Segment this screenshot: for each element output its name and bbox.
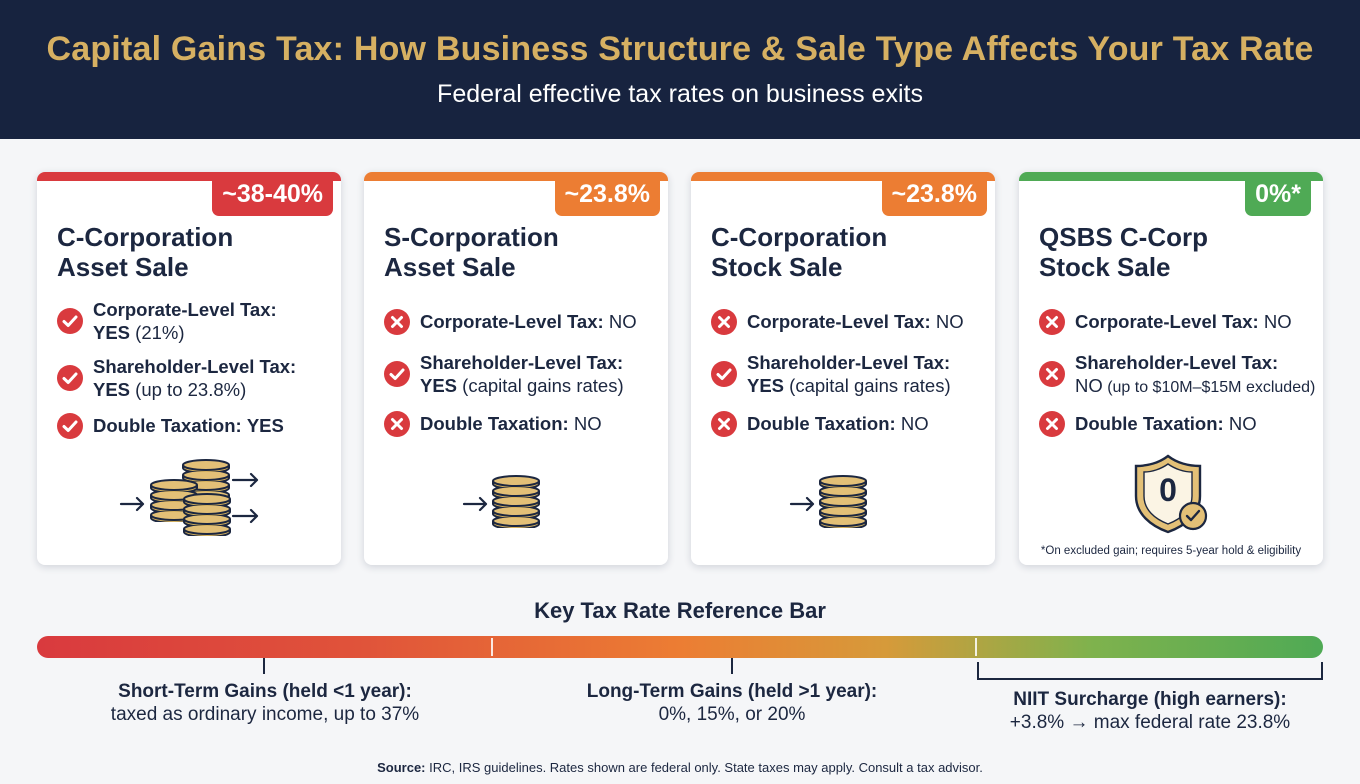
niit-desc: +3.8% → max federal rate 23.8%: [1009, 712, 1291, 733]
row-label: Double Taxation:: [93, 415, 242, 436]
row-value-bold: YES: [93, 379, 131, 400]
source-text: IRC, IRS guidelines. Rates shown are fed…: [425, 760, 983, 775]
long-term-marker: [731, 658, 733, 674]
row-label: Shareholder-Level Tax:: [747, 352, 951, 373]
card-s-corp-asset-sale: ~23.8% S-Corporation Asset Sale Corporat…: [364, 172, 668, 565]
rate-badge: 0%*: [1245, 172, 1311, 216]
check-icon: [57, 365, 83, 391]
short-term-label: Short-Term Gains (held <1 year): taxed a…: [70, 680, 460, 726]
check-icon: [57, 413, 83, 439]
shield-zero-text: 0: [1159, 472, 1177, 508]
card-title: QSBS C-Corp Stock Sale: [1039, 222, 1309, 282]
coin-stack-icon: [364, 472, 668, 539]
card-title-line1: S-Corporation: [384, 222, 559, 252]
x-icon: [711, 411, 737, 437]
card-title-line2: Asset Sale: [57, 252, 189, 282]
short-term-title: Short-Term Gains (held <1 year):: [118, 681, 412, 702]
page-title: Capital Gains Tax: How Business Structur…: [46, 30, 1314, 68]
card-top-bar: [37, 172, 341, 181]
long-term-title: Long-Term Gains (held >1 year):: [586, 681, 878, 702]
row-label: Corporate-Level Tax:: [747, 311, 931, 332]
card-top-bar: [691, 172, 995, 181]
x-icon: [384, 411, 410, 437]
card-title-line1: C-Corporation: [57, 222, 234, 252]
row-label: Shareholder-Level Tax:: [420, 352, 624, 373]
reference-bar-title: Key Tax Rate Reference Bar: [534, 598, 826, 623]
row-value: NO: [1263, 311, 1292, 332]
tax-rate-gradient-bar: [37, 636, 1323, 658]
row-label: Shareholder-Level Tax:: [1075, 352, 1279, 373]
card-qsbs-stock-sale: 0%* QSBS C-Corp Stock Sale Corporate-Lev…: [1019, 172, 1323, 565]
card-title-line2: Stock Sale: [711, 252, 843, 282]
source-note: Source: IRC, IRS guidelines. Rates shown…: [0, 760, 1360, 775]
x-icon: [1039, 361, 1065, 387]
card-top-bar: [1019, 172, 1323, 181]
row-value-bold: YES: [93, 322, 131, 343]
row-value: NO: [573, 413, 602, 434]
card-title: C-Corporation Stock Sale: [711, 222, 981, 282]
card-c-corp-asset-sale: ~38-40% C-Corporation Asset Sale Corpora…: [37, 172, 341, 565]
page-subtitle: Federal effective tax rates on business …: [437, 80, 923, 108]
row-label: Corporate-Level Tax:: [93, 299, 277, 320]
row-value: (21%): [130, 322, 185, 343]
niit-label: NIIT Surcharge (high earners): +3.8% → m…: [970, 688, 1330, 734]
source-label: Source:: [377, 760, 426, 775]
card-title-line2: Stock Sale: [1039, 252, 1171, 282]
row-value: (capital gains rates): [457, 375, 624, 396]
niit-title: NIIT Surcharge (high earners):: [1013, 689, 1287, 710]
row-label: Double Taxation:: [747, 413, 896, 434]
long-term-desc: 0%, 15%, or 20%: [658, 704, 806, 725]
row-value: (up to 23.8%): [130, 379, 247, 400]
bar-divider: [491, 638, 493, 656]
row-label: Double Taxation:: [1075, 413, 1224, 434]
card-top-bar: [364, 172, 668, 181]
long-term-label: Long-Term Gains (held >1 year): 0%, 15%,…: [552, 680, 912, 726]
row-value: NO: [1228, 413, 1257, 434]
header-banner: Capital Gains Tax: How Business Structur…: [0, 0, 1360, 139]
x-icon: [384, 309, 410, 335]
check-icon: [57, 308, 83, 334]
row-value-note: (up to $10M–$15M excluded): [1102, 379, 1316, 396]
rate-badge: ~23.8%: [554, 172, 660, 216]
row-label: Corporate-Level Tax:: [1075, 311, 1259, 332]
two-coin-stacks-icon: [37, 456, 341, 547]
row-label: Corporate-Level Tax:: [420, 311, 604, 332]
row-value: NO: [935, 311, 964, 332]
x-icon: [711, 309, 737, 335]
check-icon: [711, 361, 737, 387]
x-icon: [1039, 309, 1065, 335]
row-value: NO: [608, 311, 637, 332]
card-title-line1: QSBS C-Corp: [1039, 222, 1208, 252]
card-title-line2: Asset Sale: [384, 252, 516, 282]
row-value: (capital gains rates): [784, 375, 951, 396]
row-value-bold: YES: [747, 375, 785, 396]
row-label: Double Taxation:: [420, 413, 569, 434]
row-value-bold: YES: [420, 375, 458, 396]
short-term-desc: taxed as ordinary income, up to 37%: [110, 704, 420, 725]
card-c-corp-stock-sale: ~23.8% C-Corporation Stock Sale Corporat…: [691, 172, 995, 565]
bar-divider: [975, 638, 977, 656]
row-value: NO: [900, 413, 929, 434]
qsbs-footnote: *On excluded gain; requires 5-year hold …: [1040, 545, 1302, 557]
rate-badge: ~23.8%: [881, 172, 987, 216]
card-title: S-Corporation Asset Sale: [384, 222, 654, 282]
short-term-marker: [263, 658, 265, 674]
niit-bracket: [977, 662, 1323, 680]
shield-zero-icon: 0: [1019, 452, 1323, 536]
rate-badge: ~38-40%: [212, 172, 333, 216]
row-label: Shareholder-Level Tax:: [93, 356, 297, 377]
card-title: C-Corporation Asset Sale: [57, 222, 327, 282]
row-value: NO: [1075, 375, 1103, 396]
card-title-line1: C-Corporation: [711, 222, 888, 252]
x-icon: [1039, 411, 1065, 437]
coin-stack-icon: [691, 472, 995, 539]
check-icon: [384, 361, 410, 387]
row-value-bold: YES: [246, 415, 284, 436]
